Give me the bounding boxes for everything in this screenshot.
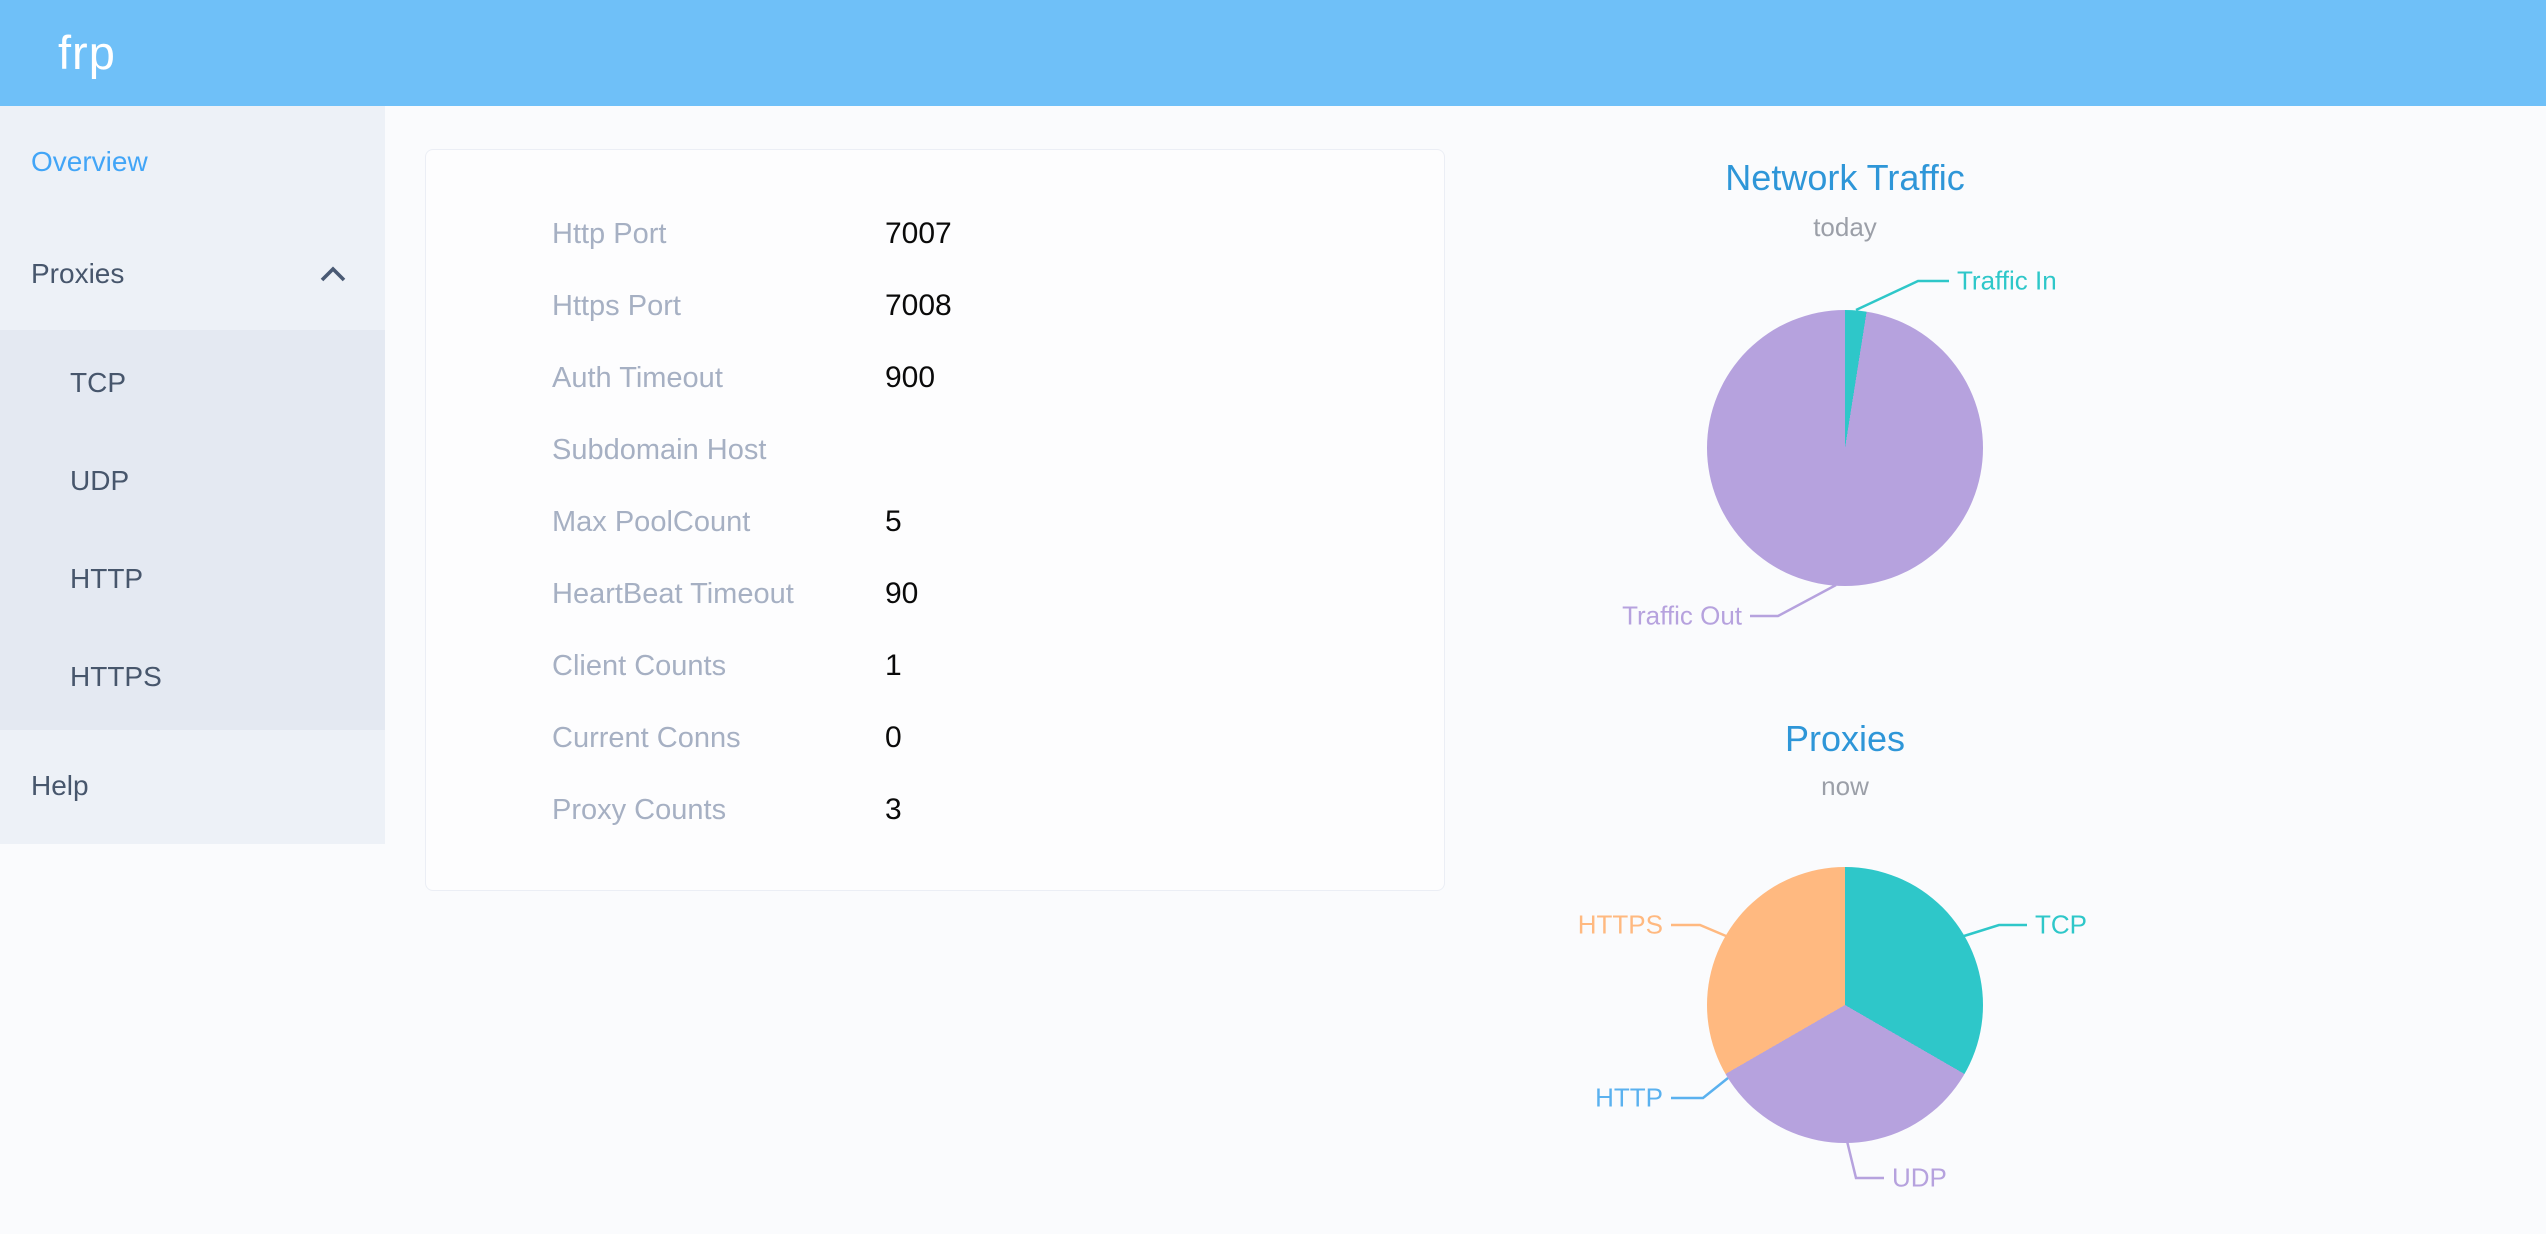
- info-label: Subdomain Host: [552, 433, 767, 466]
- info-row: Client Counts 1: [426, 630, 1444, 702]
- sidebar-item-http[interactable]: HTTP: [0, 530, 385, 628]
- sidebar-item-proxies[interactable]: Proxies: [0, 218, 385, 330]
- leader-udp: [1845, 1140, 1884, 1180]
- sidebar-item-label: HTTP: [70, 563, 144, 594]
- proxies-pie-chart[interactable]: [1707, 867, 1983, 1143]
- app-header: frp: [0, 0, 2546, 106]
- info-value: 5: [885, 505, 902, 538]
- sidebar-item-udp[interactable]: UDP: [0, 432, 385, 530]
- info-row: Http Port 7007: [426, 198, 1444, 270]
- info-value: 900: [885, 361, 936, 394]
- info-label: Current Conns: [552, 721, 741, 754]
- info-value: 7008: [885, 289, 952, 322]
- info-label: Client Counts: [552, 649, 727, 682]
- info-label: Https Port: [552, 289, 681, 322]
- info-row: Subdomain Host: [426, 414, 1444, 486]
- network-traffic-chart-subtitle: today: [1813, 212, 1877, 242]
- info-label: HeartBeat Timeout: [552, 577, 794, 610]
- sidebar-item-label: HTTPS: [70, 661, 162, 692]
- info-row: Max PoolCount 5: [426, 486, 1444, 558]
- proxies-chart-title: Proxies: [1784, 718, 1906, 759]
- proxies-submenu: TCP UDP HTTP HTTPS: [0, 330, 385, 730]
- sidebar: Overview Proxies TCP UDP HTTP HTTPS Help: [0, 106, 385, 844]
- sidebar-item-label: UDP: [70, 465, 130, 496]
- info-row: Auth Timeout 900: [426, 342, 1444, 414]
- pie-label-tcp: TCP: [2035, 909, 2087, 940]
- info-value: 3: [885, 793, 902, 826]
- leader-https: [1671, 923, 1727, 938]
- info-row: Current Conns 0: [426, 702, 1444, 774]
- pie-label-http: HTTP: [1595, 1082, 1663, 1113]
- info-row: HeartBeat Timeout 90: [426, 558, 1444, 630]
- sidebar-item-help[interactable]: Help: [0, 730, 385, 842]
- sidebar-item-label: Overview: [31, 146, 148, 177]
- sidebar-item-https[interactable]: HTTPS: [0, 628, 385, 726]
- pie-label-https: HTTPS: [1577, 909, 1663, 940]
- network-traffic-pie-chart[interactable]: [1707, 310, 1983, 586]
- info-value: 7007: [885, 217, 952, 250]
- info-value: 0: [885, 721, 902, 754]
- network-traffic-chart-title: Network Traffic: [1725, 157, 1965, 198]
- sidebar-item-overview[interactable]: Overview: [0, 106, 385, 218]
- leader-http: [1671, 1077, 1729, 1100]
- info-label: Max PoolCount: [552, 505, 751, 538]
- server-info-card: Http Port 7007 Https Port 7008 Auth Timeou…: [425, 149, 1445, 891]
- leader-traffic-out: [1750, 583, 1837, 618]
- sidebar-item-label: Help: [31, 770, 89, 801]
- sidebar-item-label: TCP: [70, 367, 126, 398]
- leader-tcp: [1963, 923, 2027, 938]
- pie-label-udp: UDP: [1892, 1162, 1947, 1193]
- pie-label-traffic-in: Traffic In: [1957, 265, 2057, 296]
- info-value: 1: [885, 649, 902, 682]
- info-row: Proxy Counts 3: [426, 774, 1444, 846]
- pie-label-traffic-out: Traffic Out: [1622, 600, 1742, 631]
- info-label: Proxy Counts: [552, 793, 727, 826]
- info-value: 90: [885, 577, 919, 610]
- sidebar-item-label: Proxies: [31, 258, 125, 289]
- proxies-chart-subtitle: now: [1821, 771, 1869, 801]
- chevron-up-icon: [320, 266, 346, 282]
- sidebar-item-tcp[interactable]: TCP: [0, 334, 385, 432]
- info-label: Auth Timeout: [552, 361, 723, 394]
- info-label: Http Port: [552, 217, 667, 250]
- info-row: Https Port 7008: [426, 270, 1444, 342]
- app-logo: frp: [58, 26, 116, 79]
- leader-traffic-in: [1855, 279, 1949, 312]
